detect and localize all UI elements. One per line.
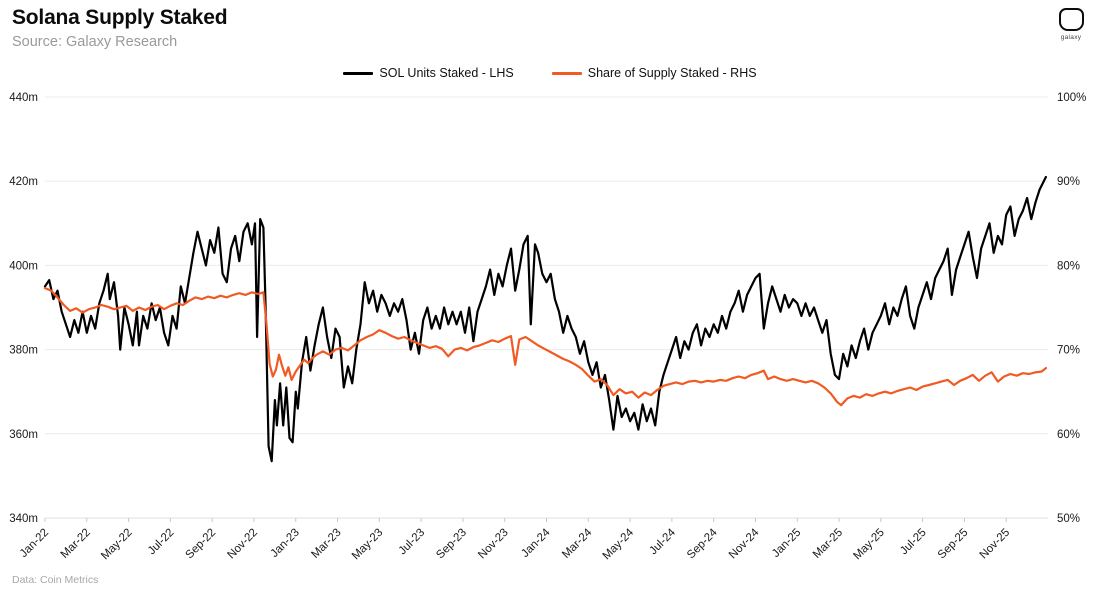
x-axis-label: Jan-25 xyxy=(770,527,803,560)
x-axis-label: Mar-23 xyxy=(309,527,343,561)
chart-source-subtitle: Source: Galaxy Research xyxy=(12,34,178,50)
legend-label-share-supply: Share of Supply Staked - RHS xyxy=(587,66,757,80)
sol-units-staked-line xyxy=(43,175,1048,463)
share-of-supply-staked-line xyxy=(43,287,1048,407)
x-axis-label: Jul-24 xyxy=(647,526,678,557)
y-axis-label-left: 340m xyxy=(9,513,38,525)
x-axis-label: Jul-25 xyxy=(898,527,929,558)
galaxy-logo-text: galaxy xyxy=(1060,34,1082,41)
y-axis-label-left: 420m xyxy=(9,176,38,188)
page-title: Solana Supply Staked xyxy=(12,6,228,29)
y-axis-label-right: 80% xyxy=(1057,260,1080,272)
legend-label-sol-units: SOL Units Staked - LHS xyxy=(379,66,514,80)
y-axis-label-right: 50% xyxy=(1057,513,1080,525)
galaxy-logo-icon xyxy=(1058,8,1084,31)
y-axis-label-left: 360m xyxy=(9,429,38,441)
x-axis-label: Jul-23 xyxy=(397,527,428,558)
galaxy-logo: galaxy xyxy=(1056,8,1086,41)
x-axis-label: Jan-23 xyxy=(269,527,302,560)
x-axis-label: Mar-25 xyxy=(811,527,845,561)
y-axis-label-left: 440m xyxy=(9,92,38,104)
legend-swatch-share-supply xyxy=(551,71,582,75)
x-axis-label: Jan-22 xyxy=(18,527,51,560)
x-axis-label: Mar-22 xyxy=(59,527,93,561)
x-axis-label: Sep-24 xyxy=(685,526,720,561)
x-axis-label: Sep-22 xyxy=(184,527,219,562)
y-axis-label-right: 60% xyxy=(1057,429,1080,441)
legend-item-sol-units: SOL Units Staked - LHS xyxy=(343,66,514,80)
y-axis-label-right: 100% xyxy=(1057,92,1086,104)
y-axis-label-right: 90% xyxy=(1057,176,1080,188)
x-axis-label: Nov-24 xyxy=(727,526,762,561)
x-axis-label: May-22 xyxy=(99,527,135,563)
legend-item-share-supply: Share of Supply Staked - RHS xyxy=(551,66,757,80)
x-axis-label: Sep-23 xyxy=(434,527,469,562)
x-axis-label: Sep-25 xyxy=(936,527,971,562)
x-axis-label: Nov-25 xyxy=(978,527,1013,562)
x-axis-label: Nov-22 xyxy=(225,527,260,562)
x-axis-label: Nov-23 xyxy=(476,527,511,562)
legend-swatch-sol-units xyxy=(343,71,374,75)
x-axis-label: May-24 xyxy=(601,526,637,562)
x-axis-label: May-25 xyxy=(851,527,887,563)
x-axis-label: May-23 xyxy=(350,527,386,563)
x-axis-label: Jan-24 xyxy=(519,526,553,560)
x-axis-label: Mar-24 xyxy=(560,526,595,561)
y-axis-label-left: 400m xyxy=(9,260,38,272)
y-axis-label-right: 70% xyxy=(1057,345,1080,357)
legend: SOL Units Staked - LHS Share of Supply S… xyxy=(0,66,1100,80)
y-axis-label-left: 380m xyxy=(9,345,38,357)
data-attribution: Data: Coin Metrics xyxy=(12,574,99,586)
x-axis-label: Jul-22 xyxy=(146,527,177,558)
